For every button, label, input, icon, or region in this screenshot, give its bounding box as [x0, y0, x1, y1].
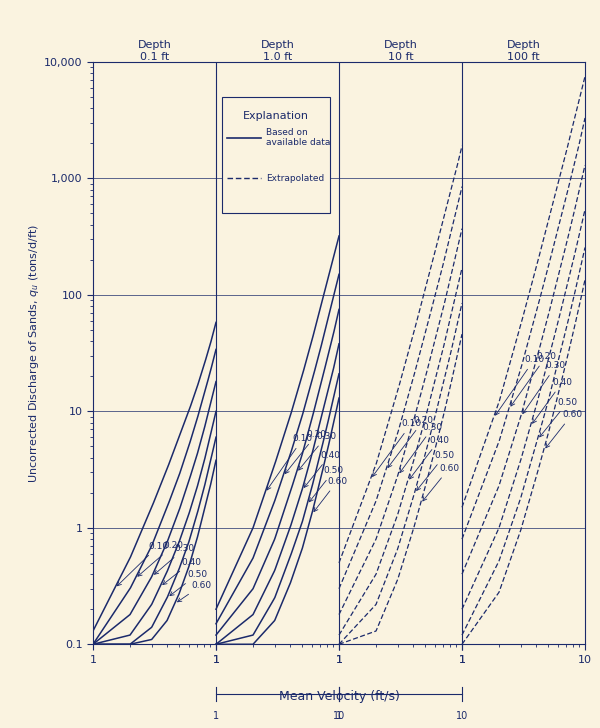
Text: 0.50: 0.50	[540, 397, 578, 437]
Text: Depth
0.1 ft: Depth 0.1 ft	[137, 40, 172, 62]
Text: Based on
available data: Based on available data	[266, 128, 331, 147]
Text: 0.40: 0.40	[410, 435, 449, 479]
Text: 0.50: 0.50	[170, 570, 207, 596]
Text: 0.30: 0.30	[400, 423, 443, 472]
Text: 0.20: 0.20	[511, 352, 556, 406]
Text: Depth
100 ft: Depth 100 ft	[506, 40, 541, 62]
Text: 0.60: 0.60	[423, 464, 459, 501]
Text: 10: 10	[333, 711, 345, 721]
Y-axis label: Uncorrected Discharge of Sands, $q_u$ (tons/d/ft): Uncorrected Discharge of Sands, $q_u$ (t…	[28, 223, 41, 483]
Text: 0.40: 0.40	[533, 378, 572, 423]
Text: 0.10: 0.10	[118, 542, 168, 586]
Text: 0.20: 0.20	[285, 430, 326, 473]
X-axis label: Mean Velocity (ft/s): Mean Velocity (ft/s)	[278, 689, 400, 703]
Text: Explanation: Explanation	[243, 111, 309, 122]
Text: 0.50: 0.50	[416, 451, 455, 491]
Text: 0.40: 0.40	[163, 558, 201, 585]
Text: 0.40: 0.40	[304, 451, 340, 487]
Text: Depth
1.0 ft: Depth 1.0 ft	[260, 40, 295, 62]
Text: 0.30: 0.30	[523, 362, 566, 414]
Text: 0.60: 0.60	[546, 410, 582, 448]
Text: 10: 10	[456, 711, 468, 721]
Text: 1: 1	[213, 711, 219, 721]
Text: Extrapolated: Extrapolated	[266, 174, 325, 183]
Text: 0.60: 0.60	[178, 581, 211, 602]
Text: 1: 1	[336, 711, 342, 721]
Text: 0.20: 0.20	[388, 416, 433, 467]
Text: 0.50: 0.50	[310, 467, 344, 502]
Text: 0.30: 0.30	[155, 544, 194, 574]
Text: 0.60: 0.60	[314, 477, 347, 512]
Bar	[222, 97, 330, 213]
Text: 0.10: 0.10	[496, 355, 544, 415]
Text: 0.20: 0.20	[138, 542, 183, 576]
Text: 0.10: 0.10	[373, 419, 421, 476]
Text: Depth
10 ft: Depth 10 ft	[383, 40, 418, 62]
Text: 0.10: 0.10	[267, 435, 313, 490]
Text: 0.30: 0.30	[299, 432, 336, 470]
